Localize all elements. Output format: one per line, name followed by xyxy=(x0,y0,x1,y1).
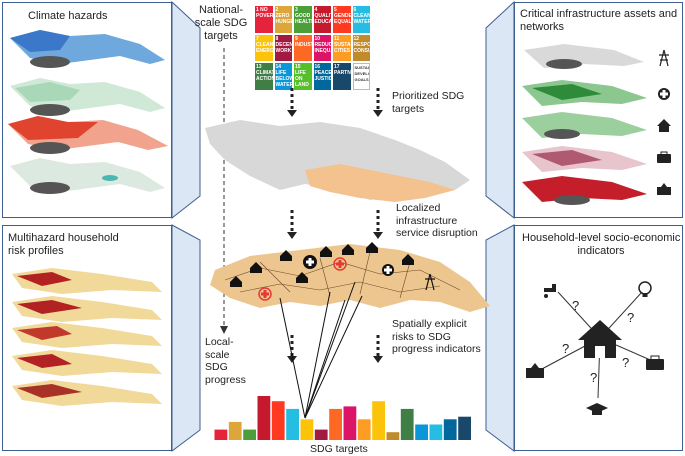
infra-map-power xyxy=(524,44,644,69)
sdg-tile-11: 11 SUSTAINABLE CITIES xyxy=(333,34,351,62)
sdg-tile-logo: SUSTAINABLE DEVELOPMENT GOALS xyxy=(352,63,370,90)
hazard-map-4 xyxy=(10,158,165,194)
sdg-bar-14 xyxy=(400,408,414,440)
house-icon-8 xyxy=(402,254,414,265)
school-building-icon xyxy=(657,183,671,195)
sdg-bar-10 xyxy=(343,406,357,440)
sdg-tile-13: 13 CLIMATE ACTION xyxy=(255,63,273,90)
sdg-tile-16: 16 PEACE JUSTICE xyxy=(313,63,331,90)
critical-infrastructure-title: Critical infrastructure assets and netwo… xyxy=(520,8,678,33)
sdg-bar-6 xyxy=(286,408,299,440)
sdg-bar-4 xyxy=(257,396,271,440)
sdg-bar-5 xyxy=(271,401,285,440)
infra-map-work xyxy=(522,146,647,172)
hazard-map-2 xyxy=(10,78,165,116)
school-icon xyxy=(526,363,544,378)
disrupted-health-icon-2 xyxy=(258,287,272,301)
sdg-tile-14: 14 LIFE BELOW WATER xyxy=(274,63,292,90)
national-targets-label: National- scale SDG targets xyxy=(194,4,248,42)
house-icon-7 xyxy=(296,272,308,283)
spatial-risks-label: Spatially explicit risks to SDG progress… xyxy=(392,318,481,355)
graduation-cap-icon xyxy=(586,403,608,415)
shelter-icon xyxy=(657,119,671,132)
sdg-bar-11 xyxy=(357,419,371,440)
water-tap-icon xyxy=(544,284,556,298)
infra-map-health xyxy=(522,80,647,106)
sdg-bar-9 xyxy=(329,408,342,440)
sdg-bar-8 xyxy=(314,429,328,440)
power-pylon-icon xyxy=(659,49,669,67)
sdg-bar-13 xyxy=(386,432,400,440)
household-indicators-title: Household-level socio-economic indicator… xyxy=(522,232,681,257)
medical-cross-icon xyxy=(658,88,670,100)
sdg-tile-17: 17 PARTNERSHIPS xyxy=(333,63,351,90)
sdg-tile-8: 8 DECENT WORK xyxy=(274,34,292,62)
sdg-bar-12 xyxy=(372,401,385,440)
sdg-targets-label: SDG targets xyxy=(310,443,368,455)
sdg-bar-16 xyxy=(429,424,443,440)
sdg-tile-10: 10 REDUCED INEQUALITIES xyxy=(313,34,331,62)
health-icon-map-2 xyxy=(382,264,394,276)
house-icon-6 xyxy=(250,262,262,273)
sdg-tile-1: 1 NO POVERTY xyxy=(255,6,273,33)
sdg-goal-grid: 1 NO POVERTY2 ZERO HUNGER3 GOOD HEALTH4 … xyxy=(255,6,370,90)
sdg-bar-15 xyxy=(415,424,428,440)
sdg-tile-4: 4 QUALITY EDUCATION xyxy=(313,6,331,33)
sdg-tile-15: 15 LIFE ON LAND xyxy=(294,63,312,90)
hazard-map-1 xyxy=(10,30,165,68)
question-mark-1: ? xyxy=(572,298,580,313)
prioritized-targets-label: Prioritized SDG targets xyxy=(392,90,465,115)
briefcase-icon xyxy=(657,151,671,163)
health-icon-map xyxy=(303,255,317,269)
hazard-map-3 xyxy=(8,116,168,154)
sdg-bar-18 xyxy=(458,416,471,440)
multihazard-profiles-title: Multihazard household risk profiles xyxy=(8,232,119,257)
sdg-tile-6: 6 CLEAN WATER xyxy=(352,6,370,33)
sdg-bar-17 xyxy=(443,419,457,440)
localized-disruption-label: Localized infrastructure service disrupt… xyxy=(396,202,478,239)
question-mark-4: ? xyxy=(622,355,630,370)
house-icon-1 xyxy=(280,250,292,261)
house-icon-5 xyxy=(230,276,242,287)
sdg-bar-2 xyxy=(228,421,242,440)
sdg-tile-12: 12 RESPONSIBLE CONSUMPTION xyxy=(352,34,370,62)
power-pylon-map-icon xyxy=(425,273,435,291)
house-icon-2 xyxy=(320,246,332,257)
disrupted-health-icon-1 xyxy=(333,257,347,271)
sdg-tile-5: 5 GENDER EQUALITY xyxy=(333,6,351,33)
question-mark-5: ? xyxy=(590,370,598,385)
lightbulb-icon xyxy=(638,281,652,297)
infrastructure-link-lines xyxy=(279,281,363,419)
house-icon-4 xyxy=(366,242,378,253)
sdg-bar-7 xyxy=(300,419,314,440)
home-icon xyxy=(578,320,622,358)
sdg-bar-3 xyxy=(243,429,256,440)
house-icon-3 xyxy=(342,244,354,255)
climate-hazards-title: Climate hazards xyxy=(28,10,108,22)
sdg-tile-7: 7 CLEAN ENERGY xyxy=(255,34,273,62)
sdg-tile-9: 9 INDUSTRY xyxy=(294,34,312,62)
question-mark-2: ? xyxy=(627,310,635,325)
sdg-tile-2: 2 ZERO HUNGER xyxy=(274,6,292,33)
sdg-tile-3: 3 GOOD HEALTH xyxy=(294,6,312,33)
infra-map-school xyxy=(522,176,647,205)
local-progress-label: Local- scale SDG progress xyxy=(205,336,246,386)
sdg-targets-bar-chart xyxy=(214,396,471,440)
briefcase-icon-2 xyxy=(646,355,664,370)
infra-map-shelter xyxy=(522,112,647,139)
sdg-bar-1 xyxy=(214,429,228,440)
question-mark-3: ? xyxy=(562,341,570,356)
